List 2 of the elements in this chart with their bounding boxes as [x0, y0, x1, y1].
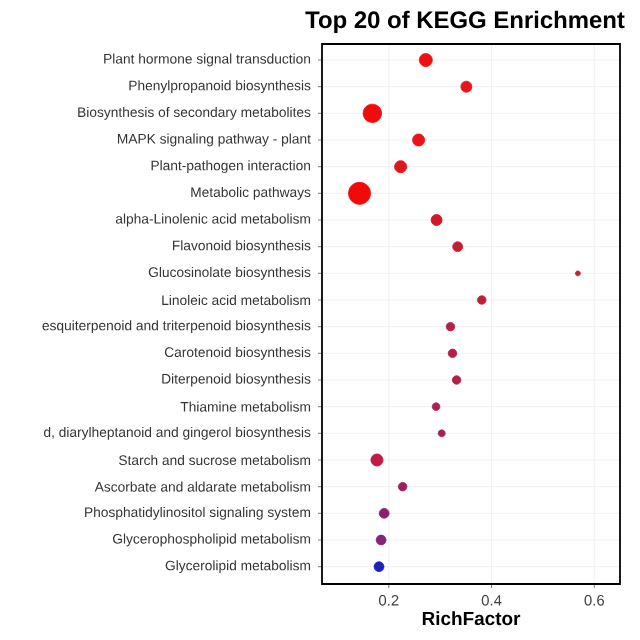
chart-title: Top 20 of KEGG Enrichment [305, 10, 625, 34]
x-axis-title: RichFactor [422, 611, 521, 626]
